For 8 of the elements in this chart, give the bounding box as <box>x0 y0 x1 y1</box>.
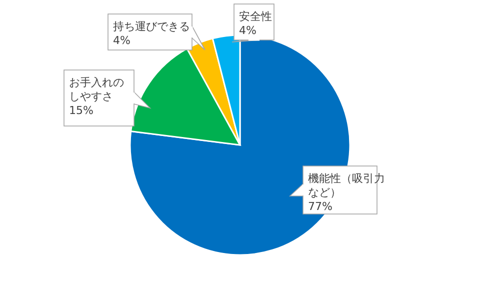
slice-label: お手入れのしやすさ <box>69 76 124 103</box>
slice-label: 安全性 <box>239 10 272 23</box>
data-label: 4% <box>239 24 256 37</box>
data-label: 15% <box>69 104 94 117</box>
data-label: 77% <box>308 200 332 213</box>
slice-label: 機能性（吸引力など） <box>308 172 385 199</box>
data-label: 4% <box>113 34 130 47</box>
slice-label: 持ち運びできる <box>113 20 190 33</box>
